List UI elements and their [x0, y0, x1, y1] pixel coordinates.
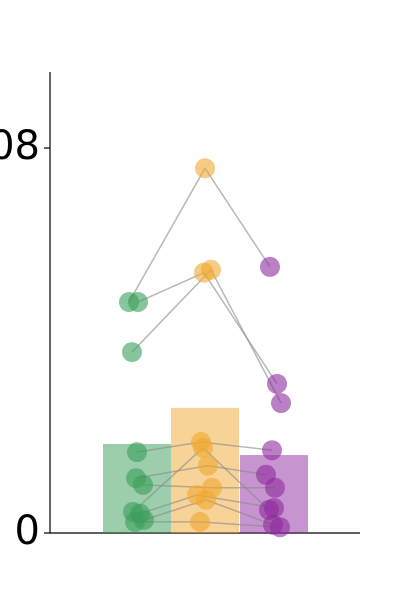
point	[201, 259, 221, 280]
point	[127, 442, 147, 463]
point	[267, 373, 287, 394]
point	[260, 256, 280, 277]
point	[190, 511, 210, 532]
point	[122, 342, 142, 363]
y-tick-label: 0	[15, 508, 40, 554]
point	[262, 440, 282, 461]
point	[270, 517, 290, 538]
point	[265, 477, 285, 498]
point	[193, 437, 213, 458]
point	[264, 497, 284, 518]
point	[195, 158, 215, 179]
point	[128, 292, 148, 313]
subject-line	[131, 268, 282, 404]
point	[196, 489, 216, 510]
point	[271, 393, 291, 414]
point	[133, 474, 153, 495]
point	[198, 455, 218, 476]
point	[125, 511, 145, 532]
subject-line	[137, 271, 278, 385]
y-tick-label: 0.08	[0, 123, 40, 169]
